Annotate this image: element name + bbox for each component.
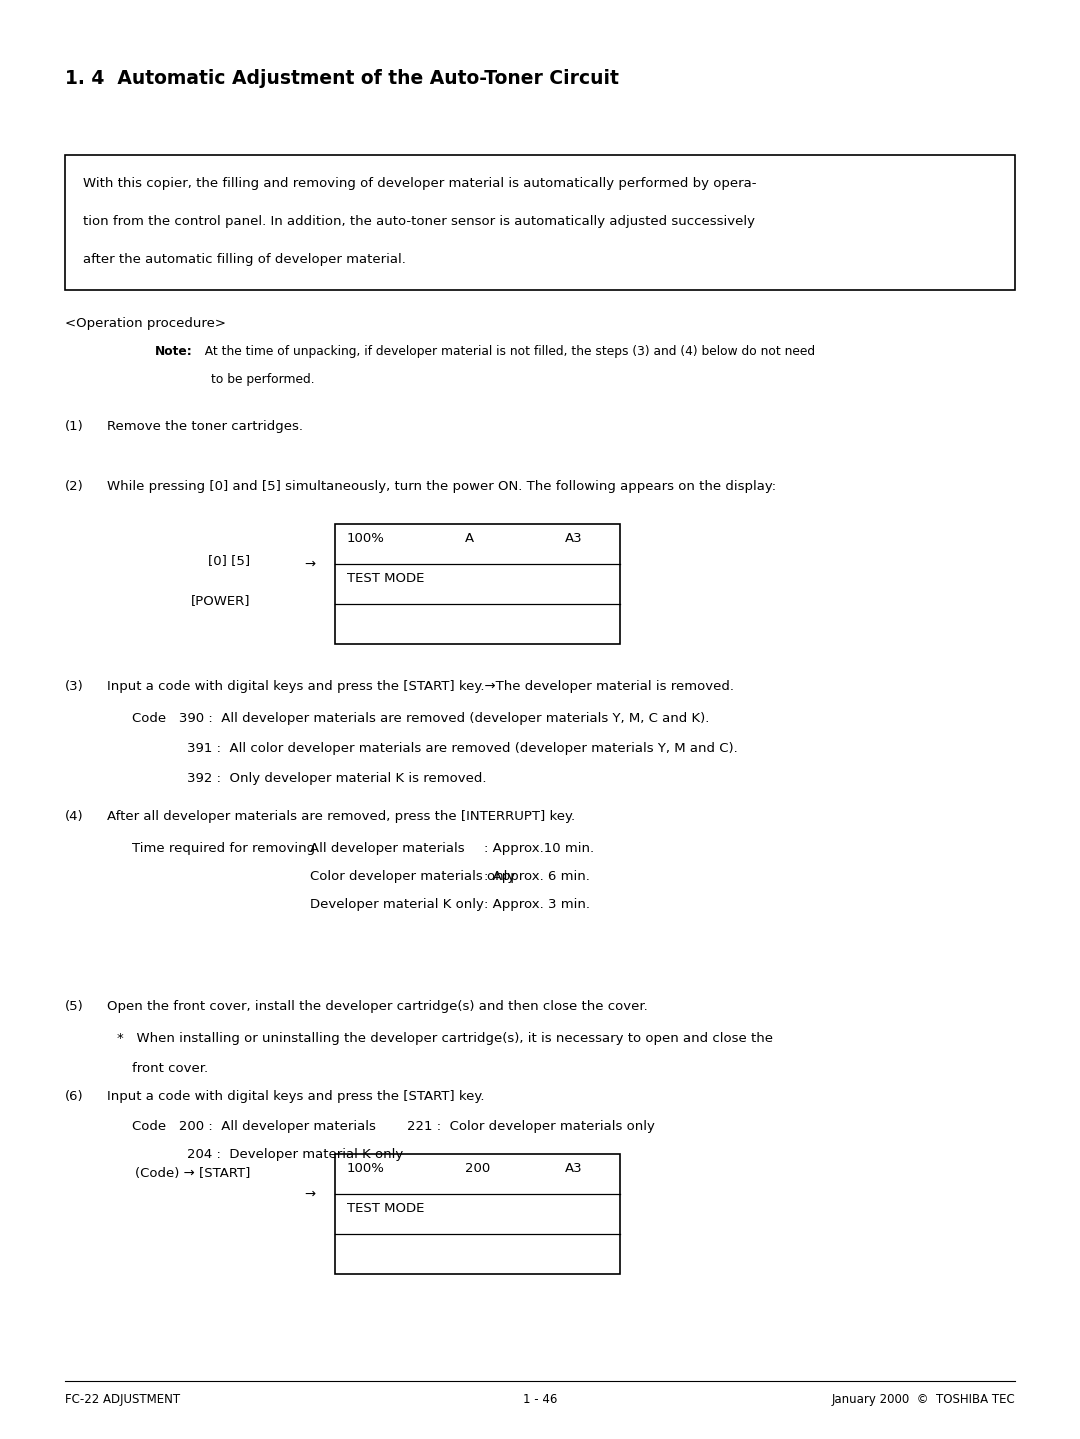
Text: : Approx.10 min.: : Approx.10 min.	[484, 842, 594, 855]
Text: TEST MODE: TEST MODE	[347, 571, 424, 586]
Text: (5): (5)	[65, 1000, 84, 1013]
Text: 221 :  Color developer materials only: 221 : Color developer materials only	[407, 1120, 654, 1132]
Text: <Operation procedure>: <Operation procedure>	[65, 317, 226, 330]
Text: [POWER]: [POWER]	[190, 594, 249, 607]
Bar	[335, 524, 620, 645]
Text: Open the front cover, install the developer cartridge(s) and then close the cove: Open the front cover, install the develo…	[107, 1000, 648, 1013]
Bar	[65, 155, 1015, 291]
Text: (3): (3)	[65, 681, 84, 694]
Text: 391 :  All color developer materials are removed (developer materials Y, M and C: 391 : All color developer materials are …	[187, 743, 738, 755]
Text: front cover.: front cover.	[132, 1062, 208, 1075]
Bar	[335, 1154, 620, 1274]
Text: (Code) → [START]: (Code) → [START]	[135, 1167, 249, 1180]
Text: A: A	[465, 532, 474, 545]
Text: A3: A3	[565, 532, 582, 545]
Text: 1 - 46: 1 - 46	[523, 1393, 557, 1406]
Text: 204 :  Developer material K only: 204 : Developer material K only	[187, 1148, 403, 1161]
Text: Color developer materials only: Color developer materials only	[310, 871, 515, 884]
Text: (6): (6)	[65, 1089, 83, 1104]
Text: Developer material K only: Developer material K only	[310, 898, 484, 911]
Text: →: →	[303, 557, 315, 570]
Text: (4): (4)	[65, 810, 83, 823]
Text: Input a code with digital keys and press the [START] key.→The developer material: Input a code with digital keys and press…	[107, 681, 734, 694]
Text: Note:: Note:	[156, 345, 192, 358]
Text: At the time of unpacking, if developer material is not filled, the steps (3) and: At the time of unpacking, if developer m…	[197, 345, 815, 358]
Text: 100%: 100%	[347, 1163, 384, 1176]
Text: : Approx. 3 min.: : Approx. 3 min.	[484, 898, 590, 911]
Text: 392 :  Only developer material K is removed.: 392 : Only developer material K is remov…	[187, 771, 486, 786]
Text: TEST MODE: TEST MODE	[347, 1202, 424, 1215]
Text: (2): (2)	[65, 481, 84, 494]
Text: Time required for removing: Time required for removing	[132, 842, 315, 855]
Text: All developer materials: All developer materials	[310, 842, 464, 855]
Text: Input a code with digital keys and press the [START] key.: Input a code with digital keys and press…	[107, 1089, 485, 1104]
Text: after the automatic filling of developer material.: after the automatic filling of developer…	[83, 253, 406, 266]
Text: tion from the control panel. In addition, the auto-toner sensor is automatically: tion from the control panel. In addition…	[83, 214, 755, 227]
Text: After all developer materials are removed, press the [INTERRUPT] key.: After all developer materials are remove…	[107, 810, 576, 823]
Text: While pressing [0] and [5] simultaneously, turn the power ON. The following appe: While pressing [0] and [5] simultaneousl…	[107, 481, 777, 494]
Text: 200: 200	[465, 1163, 490, 1176]
Text: FC-22 ADJUSTMENT: FC-22 ADJUSTMENT	[65, 1393, 180, 1406]
Text: Remove the toner cartridges.: Remove the toner cartridges.	[107, 420, 303, 433]
Text: 1. 4  Automatic Adjustment of the Auto-Toner Circuit: 1. 4 Automatic Adjustment of the Auto-To…	[65, 69, 619, 88]
Text: (1): (1)	[65, 420, 84, 433]
Text: *   When installing or uninstalling the developer cartridge(s), it is necessary : * When installing or uninstalling the de…	[117, 1032, 773, 1045]
Text: to be performed.: to be performed.	[211, 373, 314, 386]
Text: [0] [5]: [0] [5]	[207, 554, 249, 567]
Text: : Approx. 6 min.: : Approx. 6 min.	[484, 871, 590, 884]
Text: Code   390 :  All developer materials are removed (developer materials Y, M, C a: Code 390 : All developer materials are r…	[132, 712, 710, 725]
Text: 100%: 100%	[347, 532, 384, 545]
Text: With this copier, the filling and removing of developer material is automaticall: With this copier, the filling and removi…	[83, 177, 756, 190]
Text: →: →	[303, 1187, 315, 1200]
Text: Code   200 :  All developer materials: Code 200 : All developer materials	[132, 1120, 376, 1132]
Text: January 2000  ©  TOSHIBA TEC: January 2000 © TOSHIBA TEC	[832, 1393, 1015, 1406]
Text: A3: A3	[565, 1163, 582, 1176]
